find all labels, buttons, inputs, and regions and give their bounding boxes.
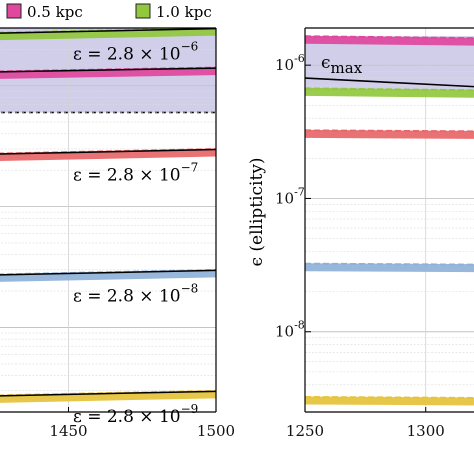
right-y-tick-label: 10-8 xyxy=(275,319,305,341)
legend: 0.5 kpc 1.0 kpc xyxy=(6,3,212,21)
right-series-1-band xyxy=(305,87,474,98)
left-series-2-band xyxy=(0,148,216,162)
right-x-tick-label: 1250 xyxy=(286,422,324,440)
left-series-4-trend-line xyxy=(0,390,216,397)
left-annotation-epsilon: ε = 2.8 × 10−8 xyxy=(73,281,198,306)
right-y-tick-label: 10-6 xyxy=(275,52,305,74)
left-series-4-band xyxy=(0,390,216,403)
left-series-2-trend-line xyxy=(0,148,216,155)
right-series-0-dashes xyxy=(305,35,474,40)
left-chart-panel: 1450 1500 ε = 2.8 × 10−6 ε = 2.8 × 10−7 ε =… xyxy=(0,27,235,440)
right-series-2-dashes xyxy=(305,129,474,133)
legend-label-0-5-kpc: 0.5 kpc xyxy=(27,3,83,21)
right-epsilon-max-label: ϵmax xyxy=(321,53,363,77)
left-series-3-trend-line xyxy=(0,269,216,276)
right-series-2-band xyxy=(305,129,474,139)
right-series-3-dashes xyxy=(305,262,474,266)
right-epsilon-max-line xyxy=(305,77,474,88)
legend-swatch-0-5-kpc xyxy=(6,3,22,19)
right-series-4-dashes xyxy=(305,395,474,399)
right-series-4-band xyxy=(305,396,474,406)
right-series-1-dashes xyxy=(305,87,474,92)
right-y-axis-label: ϵ (ellipticity) xyxy=(247,157,267,266)
left-series-1-trend-line xyxy=(0,67,216,73)
left-x-tick-label: 1450 xyxy=(49,422,87,440)
left-x-tick-label: 1500 xyxy=(197,422,235,440)
left-series-0-band xyxy=(0,28,216,41)
left-annotation-epsilon: ε = 2.8 × 10−6 xyxy=(73,40,198,65)
right-x-tick-label: 1300 xyxy=(407,422,445,440)
legend-label-1-0-kpc: 1.0 kpc xyxy=(156,3,212,21)
left-series-0-trend-line xyxy=(0,28,216,34)
left-annotation-epsilon: ε = 2.8 × 10−9 xyxy=(73,402,198,427)
right-chart-panel: 1250 1300 10-6 10-7 10-8 ϵmax ϵ (ellipticit… xyxy=(247,27,474,440)
left-annotation-epsilon: ε = 2.8 × 10−7 xyxy=(73,160,198,185)
legend-swatch-1-0-kpc xyxy=(135,3,151,19)
left-series-1-band xyxy=(0,67,216,79)
right-series-3-band xyxy=(305,263,474,273)
right-y-tick-label: 10-7 xyxy=(275,185,305,207)
right-series-0-band xyxy=(305,35,474,46)
left-series-3-band xyxy=(0,269,216,282)
